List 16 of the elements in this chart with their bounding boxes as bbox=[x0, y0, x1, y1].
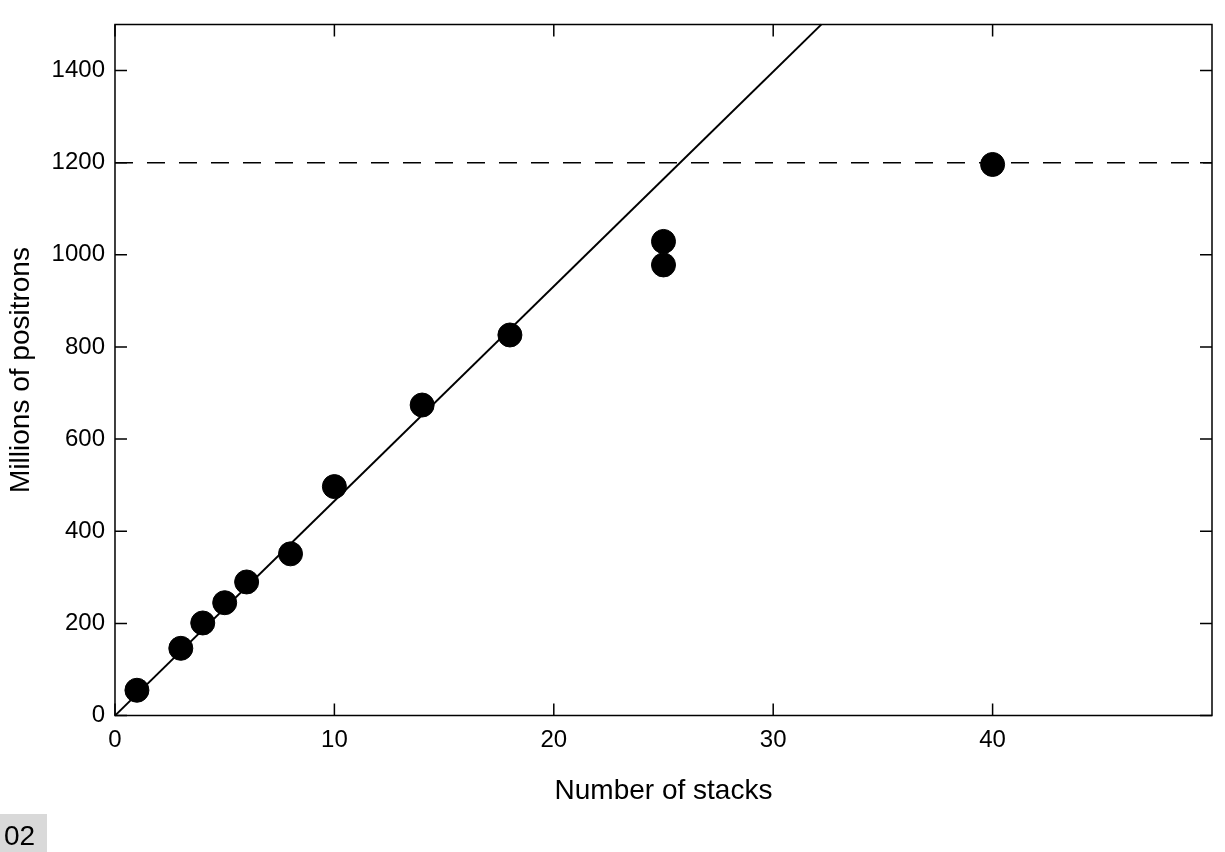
y-tick-label: 0 bbox=[91, 700, 105, 728]
y-tick-label: 400 bbox=[64, 515, 105, 543]
text: 02 bbox=[0, 814, 48, 852]
y-tick-label: 600 bbox=[64, 423, 105, 451]
x-axis-title: Number of stacks bbox=[554, 773, 773, 805]
y-axis-title: Millions of positrons bbox=[3, 247, 35, 493]
y-tick-label: 800 bbox=[64, 331, 105, 359]
x-tick-label: 20 bbox=[540, 724, 568, 752]
y-tick-label: 1000 bbox=[51, 239, 105, 267]
x-tick-label: 10 bbox=[321, 724, 348, 752]
x-tick-label: 30 bbox=[759, 724, 787, 752]
y-tick-label: 200 bbox=[64, 608, 105, 636]
y-tick-label: 1400 bbox=[51, 55, 105, 83]
y-tick-label: 1200 bbox=[51, 147, 105, 175]
x-tick-label: 0 bbox=[108, 724, 122, 752]
x-tick-label: 40 bbox=[979, 724, 1006, 752]
